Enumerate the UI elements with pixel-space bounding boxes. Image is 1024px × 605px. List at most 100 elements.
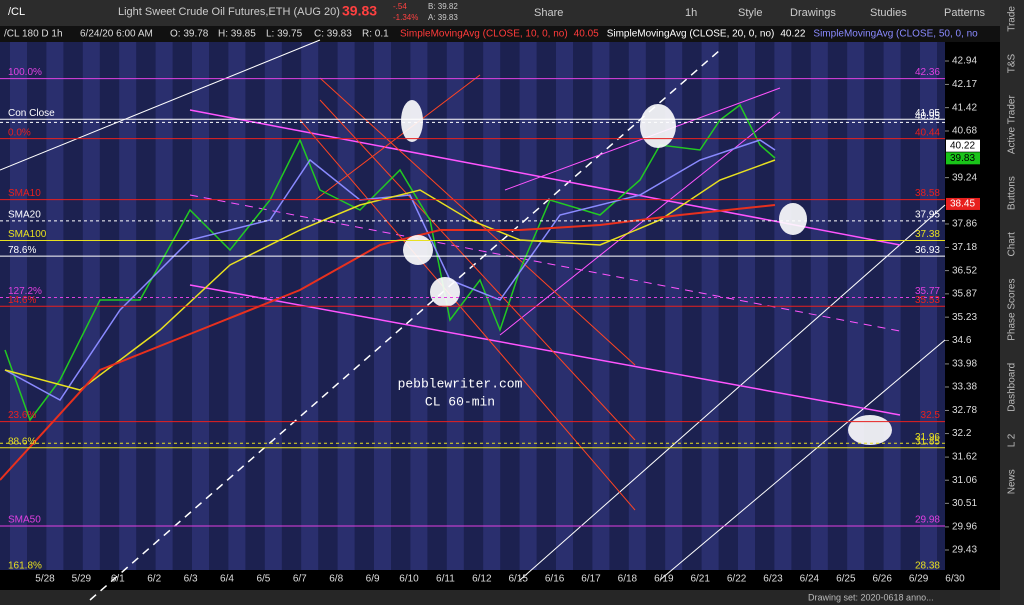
level-value: 35.53 bbox=[915, 295, 940, 306]
level-value: 36.93 bbox=[915, 245, 940, 256]
price-path bbox=[4, 103, 776, 422]
side-tab[interactable]: Active Trader bbox=[1007, 95, 1018, 155]
level-label: SMA20 bbox=[8, 210, 41, 221]
level-value: 38.58 bbox=[915, 188, 940, 199]
study-name: SimpleMovingAvg (CLOSE, 20, 0, no) bbox=[607, 29, 775, 40]
date-label: 6/21 bbox=[690, 574, 710, 585]
side-tab[interactable]: News bbox=[1007, 469, 1018, 494]
header-bar bbox=[0, 26, 1000, 42]
high: H: 39.85 bbox=[218, 29, 256, 40]
level-label: 14.6% bbox=[8, 295, 36, 306]
marker bbox=[401, 100, 423, 142]
price-tick-label: 40.68 bbox=[952, 126, 977, 137]
level-label: 88.6% bbox=[8, 436, 36, 447]
last-price: 39.83 bbox=[342, 3, 377, 19]
date-label: 6/7 bbox=[293, 574, 307, 585]
study-value: 40.22 bbox=[780, 29, 805, 40]
level-label: 100.0% bbox=[8, 67, 42, 78]
date-label: 6/16 bbox=[545, 574, 565, 585]
date-label: 6/15 bbox=[508, 574, 528, 585]
price-tick-label: 41.42 bbox=[952, 102, 977, 113]
level-label: Con Close bbox=[8, 108, 55, 119]
price-tick-label: 35.23 bbox=[952, 312, 977, 323]
date-axis bbox=[0, 570, 1000, 590]
side-tab[interactable]: Dashboard bbox=[1007, 363, 1018, 412]
date-label: 6/3 bbox=[184, 574, 198, 585]
date-label: 6/26 bbox=[872, 574, 892, 585]
footer-text: Drawing set: 2020-0618 anno... bbox=[808, 592, 934, 602]
side-tab[interactable]: Trade bbox=[1007, 6, 1018, 32]
fan-line bbox=[319, 77, 636, 366]
toolbar-button[interactable]: Patterns bbox=[944, 7, 985, 19]
date-label: 6/4 bbox=[220, 574, 234, 585]
price-tag bbox=[946, 197, 980, 210]
price-tick-label: 36.52 bbox=[952, 265, 977, 276]
sma50-line bbox=[4, 139, 776, 401]
side-tab[interactable]: Phase Scores bbox=[1007, 279, 1018, 341]
study-name: SimpleMovingAvg (CLOSE, 50, 0, no bbox=[813, 29, 978, 40]
symbol[interactable]: /CL bbox=[8, 6, 25, 18]
level-value: 40.95 bbox=[915, 111, 940, 122]
level-value: 31.85 bbox=[915, 436, 940, 447]
level-value: 41.05 bbox=[915, 108, 940, 119]
footer-bar bbox=[0, 590, 1000, 605]
level-value: 32.5 bbox=[921, 410, 941, 421]
markers bbox=[401, 100, 892, 445]
side-tab[interactable]: Buttons bbox=[1007, 176, 1018, 210]
side-tab[interactable]: T&S bbox=[1007, 53, 1018, 73]
level-value: 40.44 bbox=[915, 127, 940, 138]
time: 6/24/20 6:00 AM bbox=[80, 29, 153, 40]
fan-line bbox=[314, 74, 481, 201]
price-tag-label: 38.45 bbox=[950, 199, 975, 210]
study-value: 40.05 bbox=[574, 29, 599, 40]
side-tab[interactable]: Chart bbox=[1007, 232, 1018, 257]
level-label: 78.6% bbox=[8, 245, 36, 256]
marker bbox=[430, 277, 460, 307]
bid: B: 39.82 bbox=[428, 2, 458, 11]
trend-line bbox=[0, 39, 321, 171]
marker bbox=[848, 415, 892, 445]
date-label: 6/10 bbox=[399, 574, 419, 585]
change-pct: -1.34% bbox=[393, 13, 418, 22]
price-tick-label: 33.98 bbox=[952, 359, 977, 370]
level-label: 127.2% bbox=[8, 286, 42, 297]
toolbar-button[interactable]: Style bbox=[738, 7, 762, 19]
sma100-line bbox=[4, 159, 776, 391]
price-tick-label: 39.24 bbox=[952, 172, 977, 183]
side-tab[interactable]: L 2 bbox=[1007, 433, 1018, 447]
level-value: 37.95 bbox=[915, 210, 940, 221]
date-label: 6/8 bbox=[329, 574, 343, 585]
fan-line bbox=[299, 119, 636, 511]
level-value: 31.96 bbox=[915, 432, 940, 443]
marker bbox=[640, 104, 676, 148]
level-label: 23.6% bbox=[8, 410, 36, 421]
level-label: 0.0% bbox=[8, 127, 31, 138]
toolbar-button[interactable]: Studies bbox=[870, 7, 907, 19]
marker bbox=[779, 203, 807, 235]
annotation: CL 60-min bbox=[425, 394, 495, 409]
price-tick-label: 34.6 bbox=[952, 335, 972, 346]
price-tag-label: 39.83 bbox=[950, 153, 975, 164]
open: O: 39.78 bbox=[170, 29, 209, 40]
date-label: 6/22 bbox=[727, 574, 747, 585]
change: -.54 bbox=[393, 2, 407, 11]
date-label: 6/18 bbox=[618, 574, 638, 585]
annotation: pebblewriter.com bbox=[398, 376, 523, 391]
level-value: 42.36 bbox=[915, 67, 940, 78]
toolbar-button[interactable]: Drawings bbox=[790, 7, 836, 19]
price-tick-label: 32.2 bbox=[952, 428, 972, 439]
price-tag bbox=[946, 139, 980, 152]
price-tick-label: 29.96 bbox=[952, 522, 977, 533]
channel-line bbox=[189, 194, 906, 333]
date-label: 5/29 bbox=[72, 574, 92, 585]
toolbar-button[interactable]: Share bbox=[534, 7, 563, 19]
date-label: 6/19 bbox=[654, 574, 674, 585]
date-label: 6/25 bbox=[836, 574, 856, 585]
date-label: 5/28 bbox=[35, 574, 55, 585]
toolbar-button[interactable]: 1h bbox=[685, 7, 697, 19]
price-tick-label: 31.62 bbox=[952, 452, 977, 463]
date-label: 6/29 bbox=[909, 574, 929, 585]
toolbar bbox=[0, 0, 1024, 26]
date-label: 6/30 bbox=[945, 574, 965, 585]
